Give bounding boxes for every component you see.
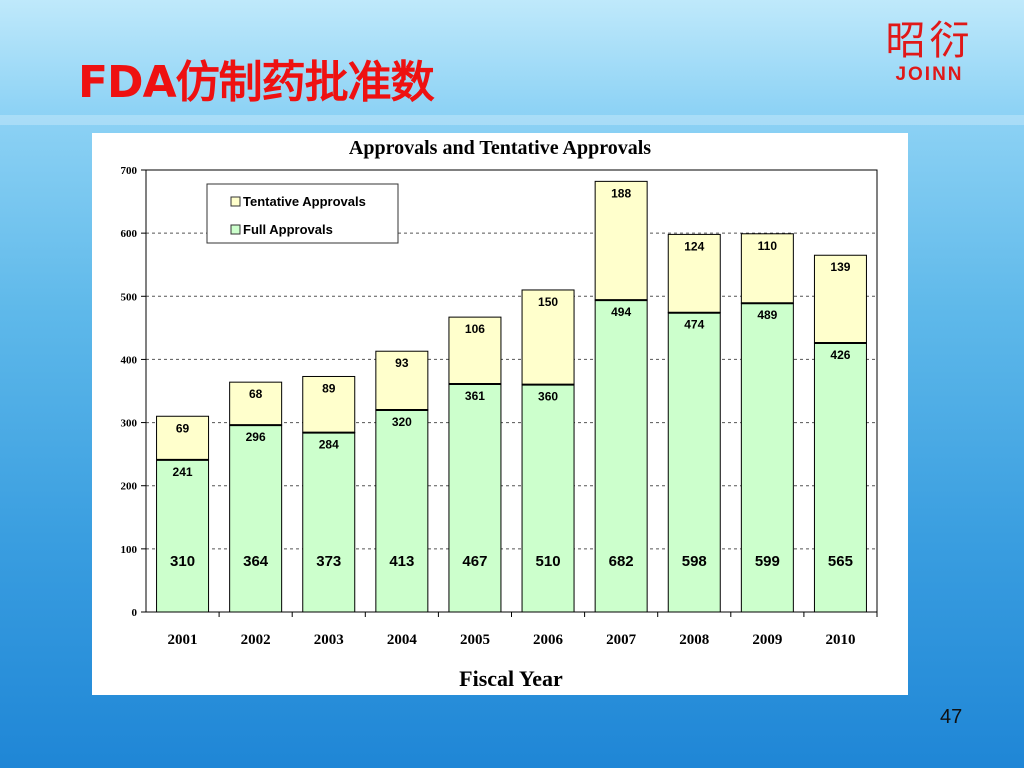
bar-full [667, 312, 721, 613]
label-full: 474 [684, 318, 704, 332]
label-full: 284 [319, 438, 339, 452]
bar-tentative [375, 350, 429, 411]
label-tentative: 68 [249, 387, 263, 401]
label-tentative: 110 [758, 239, 778, 253]
label-tentative: 106 [465, 322, 485, 336]
slide-title: FDA仿制药批准数 [78, 57, 435, 108]
bar-full [813, 342, 867, 613]
bar-full [302, 432, 356, 613]
label-total: 373 [316, 553, 341, 570]
bar-tentative [302, 375, 356, 434]
bar-tentative [740, 233, 794, 304]
y-tick-label: 600 [121, 228, 138, 240]
legend: Tentative Approvals Full Approvals [206, 183, 399, 244]
page-number: 47 [940, 706, 963, 728]
label-total: 598 [682, 553, 707, 570]
y-tick-label: 500 [121, 291, 138, 303]
x-tick-label: 2009 [752, 632, 782, 648]
x-tick-label: 2003 [314, 632, 344, 648]
x-tick-label: 2001 [168, 632, 198, 648]
x-tick-label: 2008 [679, 632, 709, 648]
label-full: 426 [830, 348, 850, 362]
legend-label-full: Full Approvals [243, 222, 333, 237]
bar-full [594, 299, 648, 613]
label-tentative: 93 [395, 356, 409, 370]
x-tick-label: 2006 [533, 632, 564, 648]
label-full: 494 [611, 305, 631, 319]
y-tick-label: 0 [132, 607, 138, 619]
label-total: 599 [755, 553, 780, 570]
bar-full [521, 384, 575, 613]
bar-tentative [813, 254, 867, 344]
logo-english: JOINN [895, 64, 964, 85]
bar-full [229, 424, 283, 613]
label-full: 361 [465, 389, 485, 403]
label-full: 489 [757, 308, 777, 322]
bar-tentative [521, 289, 575, 386]
x-tick-label: 2002 [241, 632, 271, 648]
label-full: 296 [246, 430, 266, 444]
label-tentative: 124 [684, 239, 704, 253]
x-tick-label: 2010 [825, 632, 855, 648]
legend-swatch-full [230, 224, 241, 235]
y-tick-label: 700 [121, 165, 138, 177]
label-full: 320 [392, 415, 412, 429]
chart-panel: Approvals and Tentative Approvals Fiscal… [92, 133, 908, 695]
bar-full [375, 409, 429, 613]
x-axis-label: Fiscal Year [459, 666, 563, 691]
legend-swatch-tentative [230, 196, 241, 207]
label-full: 241 [173, 465, 193, 479]
bar-full [448, 383, 502, 613]
label-total: 310 [170, 553, 195, 570]
label-tentative: 69 [176, 421, 190, 435]
x-tick-label: 2004 [387, 632, 418, 648]
stacked-bar-chart: Approvals and Tentative Approvals Fiscal… [121, 137, 878, 691]
label-total: 413 [389, 553, 414, 570]
y-tick-label: 100 [121, 544, 138, 556]
label-tentative: 89 [322, 381, 336, 395]
label-total: 467 [462, 553, 487, 570]
logo-chinese: 昭衍 [885, 18, 974, 64]
header-band [0, 115, 1024, 125]
joinn-logo: 昭衍 JOINN [872, 18, 987, 86]
label-tentative: 139 [830, 260, 850, 274]
label-total: 565 [828, 553, 853, 570]
bar-tentative [667, 233, 721, 314]
legend-label-tentative: Tentative Approvals [243, 194, 366, 209]
y-tick-label: 400 [121, 354, 138, 366]
x-tick-label: 2005 [460, 632, 490, 648]
label-tentative: 188 [611, 186, 631, 200]
bar-tentative [156, 415, 210, 461]
label-total: 510 [536, 553, 561, 570]
label-total: 682 [609, 553, 634, 570]
bar-full [156, 459, 210, 613]
x-tick-label: 2007 [606, 632, 637, 648]
y-tick-label: 300 [121, 418, 138, 430]
chart-title: Approvals and Tentative Approvals [349, 137, 651, 159]
y-tick-label: 200 [121, 481, 138, 493]
label-full: 360 [538, 390, 558, 404]
label-tentative: 150 [538, 295, 558, 309]
bar-tentative [594, 180, 648, 301]
label-total: 364 [243, 553, 269, 570]
